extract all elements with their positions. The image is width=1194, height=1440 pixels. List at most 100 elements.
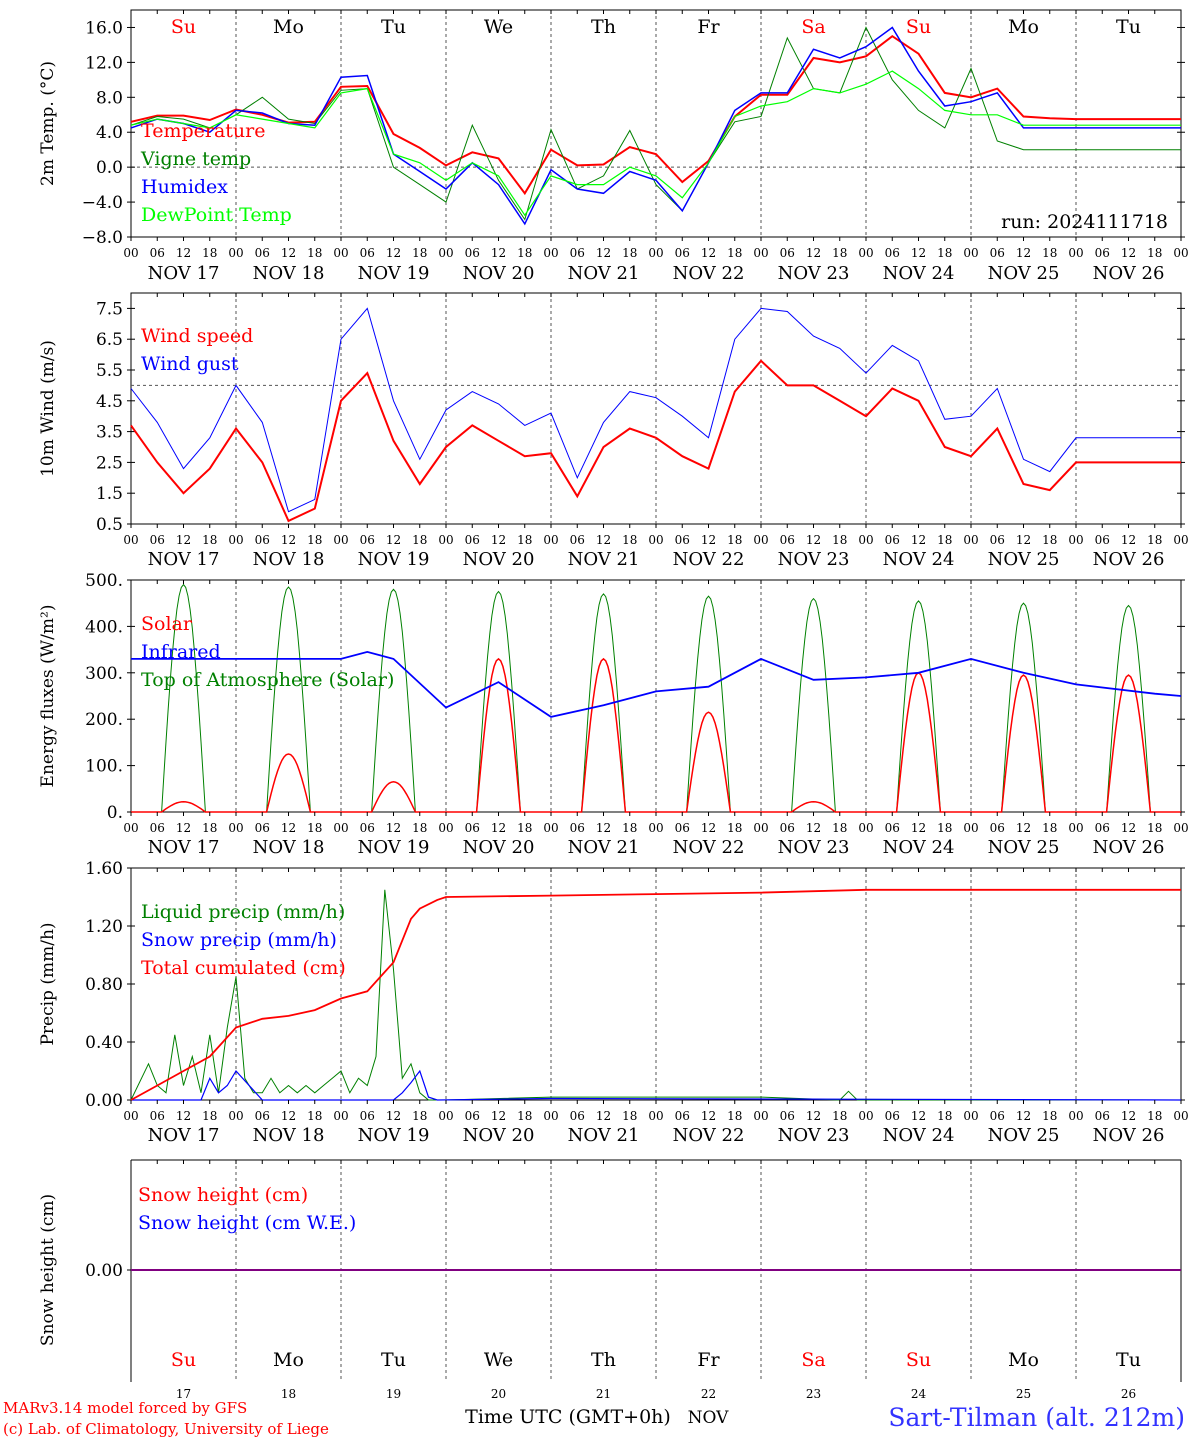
date-label: NOV 25 (988, 549, 1060, 570)
hour-tick-label: 12 (176, 821, 191, 835)
y-tick-label: 0.5 (96, 515, 123, 535)
hour-tick-label: 06 (255, 1109, 270, 1123)
legend-entry: DewPoint Temp (141, 204, 292, 226)
y-tick-label: −4.0 (82, 193, 123, 213)
y-tick-label: 4.5 (96, 392, 123, 412)
hour-tick-label: 18 (202, 533, 217, 547)
hour-tick-label: 12 (176, 246, 191, 260)
date-label: NOV 25 (988, 263, 1060, 284)
hour-tick-label: 18 (1042, 1109, 1057, 1123)
hour-tick-label: 12 (911, 533, 926, 547)
weekday-label: We (484, 16, 513, 38)
weekday-label: Tu (1116, 1349, 1141, 1371)
hour-tick-label: 06 (465, 1109, 480, 1123)
date-label: NOV 18 (253, 837, 325, 858)
hour-tick-label: 00 (963, 821, 978, 835)
hour-tick-label: 12 (386, 821, 401, 835)
hour-tick-label: 18 (517, 533, 532, 547)
hour-tick-label: 18 (307, 1109, 322, 1123)
date-label: NOV 22 (673, 1125, 745, 1146)
series-line-red (130, 359, 1181, 523)
legend-entry: Infrared (141, 641, 221, 663)
hour-tick-label: 18 (307, 821, 322, 835)
y-tick-label: 16.0 (85, 18, 123, 38)
hour-tick-label: 00 (228, 246, 243, 260)
weekday-label: Th (591, 1349, 616, 1371)
weekday-label: Mo (1008, 1349, 1039, 1371)
hour-tick-label: 00 (1068, 1109, 1083, 1123)
hour-tick-label: 12 (281, 533, 296, 547)
hour-tick-label: 18 (1147, 821, 1162, 835)
time-axis-label: Time UTC (GMT+0h) (465, 1406, 671, 1428)
hour-tick-label: 00 (1173, 246, 1188, 260)
hour-tick-label: 00 (123, 533, 138, 547)
hour-tick-label: 00 (1173, 1109, 1188, 1123)
hour-tick-label: 12 (1121, 821, 1136, 835)
hour-tick-label: 06 (150, 246, 165, 260)
hour-tick-label: 00 (858, 533, 873, 547)
hour-tick-label: 12 (596, 246, 611, 260)
date-label: NOV 24 (883, 1125, 955, 1146)
hour-tick-label: 00 (1173, 533, 1188, 547)
hour-tick-label: 06 (675, 533, 690, 547)
hour-tick-label: 18 (202, 821, 217, 835)
hour-tick-label: 00 (438, 821, 453, 835)
hour-tick-label: 00 (753, 246, 768, 260)
hour-tick-label: 12 (386, 1109, 401, 1123)
hour-tick-label: 00 (1068, 533, 1083, 547)
weekday-label: Tu (381, 1349, 406, 1371)
weekday-label: Mo (273, 1349, 304, 1371)
date-label: NOV 22 (673, 837, 745, 858)
y-tick-label: 0.00 (85, 1261, 123, 1281)
hour-tick-label: 00 (648, 533, 663, 547)
model-credit: MARv3.14 model forced by GFS (3, 1399, 247, 1417)
hour-tick-label: 00 (123, 821, 138, 835)
hour-tick-label: 00 (1068, 246, 1083, 260)
hour-tick-label: 06 (255, 821, 270, 835)
date-label: NOV 21 (568, 263, 640, 284)
hour-tick-label: 00 (228, 533, 243, 547)
hour-tick-label: 00 (543, 533, 558, 547)
date-label: NOV 20 (463, 1125, 535, 1146)
y-tick-label: 3.5 (96, 423, 123, 443)
date-label: NOV 25 (988, 1125, 1060, 1146)
panel-precip: 1.60 1.20 0.80 0.40 0.00 Precip (mm/h) Liquid … (38, 859, 1189, 1146)
hour-tick-label: 18 (1042, 821, 1057, 835)
date-label: NOV 26 (1093, 837, 1165, 858)
y-tick-label: 4.0 (96, 123, 123, 143)
weekday-label: Mo (1008, 16, 1039, 38)
hour-tick-label: 06 (675, 1109, 690, 1123)
series-line-infrared (131, 650, 1182, 718)
month-label: NOV (688, 1408, 730, 1428)
hour-tick-label: 18 (832, 246, 847, 260)
hour-tick-label: 18 (622, 246, 637, 260)
hour-tick-label: 00 (858, 1109, 873, 1123)
date-label: NOV 25 (988, 837, 1060, 858)
y-tick-label: −8.0 (82, 228, 123, 248)
hour-tick-label: 18 (727, 533, 742, 547)
hour-tick-label: 06 (1095, 246, 1110, 260)
legend-entry: Total cumulated (cm) (141, 957, 346, 979)
hour-tick-label: 00 (438, 246, 453, 260)
legend-entry: Wind gust (141, 353, 239, 375)
weekday-label: Fr (697, 1349, 720, 1371)
hour-tick-label: 00 (963, 246, 978, 260)
date-label: NOV 19 (358, 263, 430, 284)
y-axis-label: 2m Temp. (°C) (38, 61, 58, 186)
day-number-label: 24 (911, 1387, 927, 1401)
hour-tick-label: 12 (806, 1109, 821, 1123)
hour-tick-label: 12 (596, 821, 611, 835)
legend-entry: Solar (141, 613, 193, 635)
hour-tick-label: 06 (780, 533, 795, 547)
weekday-label: We (484, 1349, 513, 1371)
hour-tick-label: 12 (386, 533, 401, 547)
hour-tick-label: 00 (543, 1109, 558, 1123)
date-label: NOV 26 (1093, 1125, 1165, 1146)
hour-tick-label: 12 (596, 533, 611, 547)
date-label: NOV 20 (463, 837, 535, 858)
date-label: NOV 17 (148, 1125, 220, 1146)
hour-tick-label: 00 (858, 246, 873, 260)
hour-tick-label: 06 (1095, 821, 1110, 835)
hour-tick-label: 12 (806, 821, 821, 835)
